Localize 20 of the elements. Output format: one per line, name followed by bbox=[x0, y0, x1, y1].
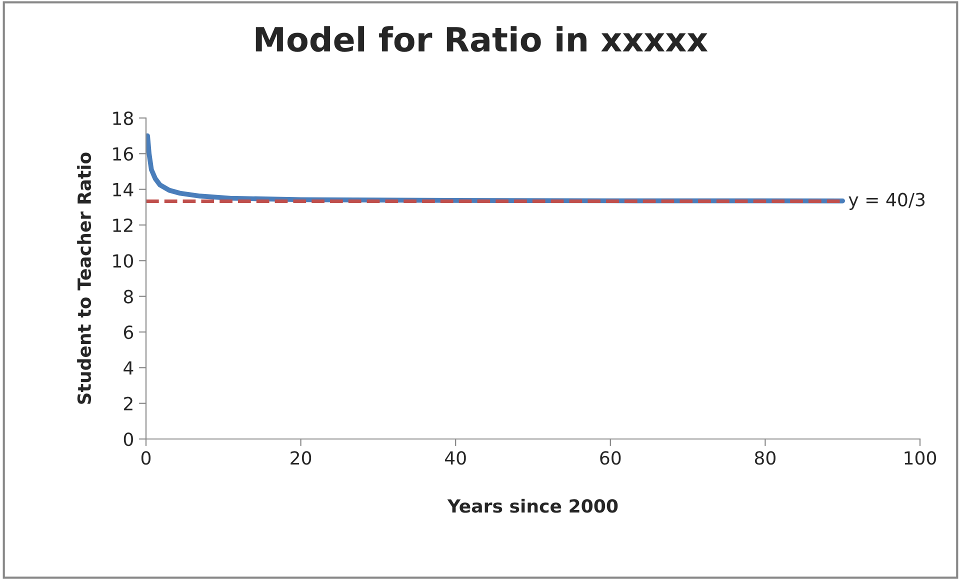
x-tick-label: 20 bbox=[290, 451, 312, 465]
y-tick-label: 6 bbox=[124, 325, 134, 340]
y-tick-label: 16 bbox=[113, 147, 134, 161]
chart-title: Model for Ratio in xxxxx bbox=[256, 26, 708, 52]
x-tick-label: 0 bbox=[141, 451, 151, 465]
x-tick-label: 40 bbox=[444, 451, 466, 465]
x-tick-label: 60 bbox=[600, 451, 621, 465]
x-tick-label: 100 bbox=[904, 451, 936, 465]
y-tick-label: 18 bbox=[113, 111, 133, 126]
y-tick-label: 8 bbox=[124, 290, 133, 304]
y-tick-label: 4 bbox=[124, 361, 134, 375]
x-axis-title: Years since 2000 bbox=[447, 498, 618, 513]
x-tick-label: 80 bbox=[754, 451, 776, 465]
y-axis-title: Student to Teacher Ratio bbox=[77, 152, 92, 404]
y-tick-label: 2 bbox=[124, 396, 132, 410]
y-tick-label: 10 bbox=[113, 254, 133, 268]
y-tick-label: 0 bbox=[124, 432, 133, 446]
y-tick-label: 14 bbox=[113, 183, 134, 196]
annotation: y = 40/3 bbox=[848, 192, 925, 210]
y-tick-label: 12 bbox=[113, 218, 132, 232]
